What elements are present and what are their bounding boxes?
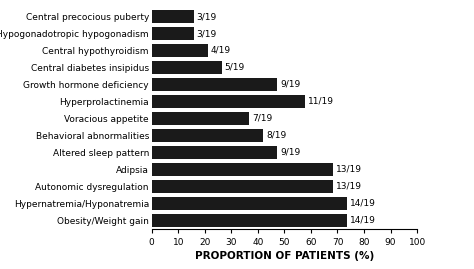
Text: 3/19: 3/19 (196, 29, 217, 38)
Bar (152, 10, 193, 23)
Text: 13/19: 13/19 (336, 165, 362, 174)
X-axis label: PROPORTION OF PATIENTS (%): PROPORTION OF PATIENTS (%) (195, 251, 374, 261)
Bar (152, 197, 347, 210)
Text: 14/19: 14/19 (350, 216, 376, 225)
Text: 9/19: 9/19 (280, 148, 301, 157)
Text: 9/19: 9/19 (280, 80, 301, 89)
Text: 5/19: 5/19 (224, 63, 245, 72)
Bar (152, 180, 333, 193)
Text: 8/19: 8/19 (266, 131, 286, 140)
Bar (152, 214, 347, 227)
Bar (152, 163, 333, 176)
Bar (152, 61, 221, 74)
Text: 4/19: 4/19 (210, 46, 230, 55)
Bar (152, 78, 277, 91)
Bar (152, 129, 264, 142)
Bar (152, 95, 305, 108)
Text: 13/19: 13/19 (336, 182, 362, 191)
Bar (152, 112, 249, 125)
Text: 7/19: 7/19 (252, 114, 273, 123)
Text: 3/19: 3/19 (196, 12, 217, 21)
Bar (152, 27, 193, 40)
Bar (152, 44, 208, 57)
Text: 14/19: 14/19 (350, 199, 376, 208)
Bar (152, 146, 277, 159)
Text: 11/19: 11/19 (308, 97, 334, 106)
